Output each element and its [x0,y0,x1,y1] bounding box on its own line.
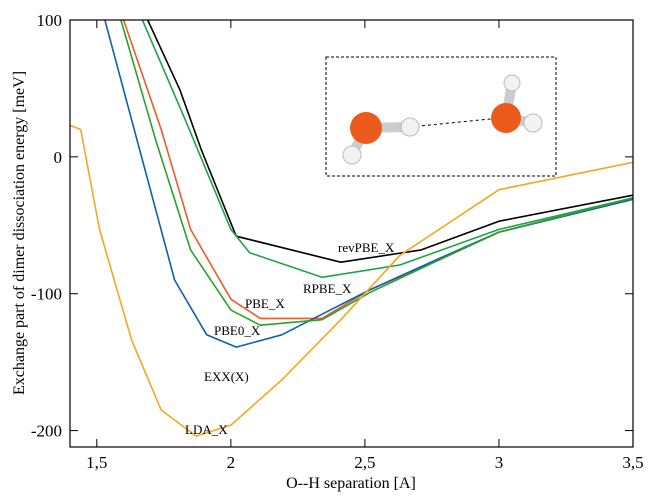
hydrogen [342,145,362,165]
series-line [141,20,633,279]
curve-label: EXX(X) [204,369,249,384]
curve-label: LDA_X [185,422,228,437]
curve-label: revPBE_X [338,240,395,255]
y-tick-label: -100 [31,285,62,304]
x-axis-title: O--H separation [A] [286,475,416,492]
curve-label: PBE_X [245,296,285,311]
curve-label: PBE0_X [214,323,261,338]
series-line [120,20,633,326]
y-axis-title: Exchange part of dimer dissociation ener… [11,71,28,395]
plot-frame [69,19,634,448]
oxygen [350,112,382,144]
x-tick-label: 3 [495,453,504,472]
hydrogen [523,113,543,133]
oxygen [491,103,521,133]
curves [70,20,633,437]
curve-label: RPBE_X [303,281,352,296]
series-line [146,20,633,263]
x-tick-label: 2,5 [354,453,375,472]
hydrogen [400,117,420,137]
y-tick-label: 0 [54,148,63,167]
series-line [70,124,633,437]
x-tick-label: 1,5 [86,453,107,472]
series-line [104,20,633,348]
hydrogen [503,74,521,92]
y-tick-label: 100 [37,11,63,30]
x-tick-label: 2 [227,453,236,472]
inset [325,56,557,177]
y-tick-label: -200 [31,422,62,441]
x-tick-label: 3,5 [622,453,643,472]
